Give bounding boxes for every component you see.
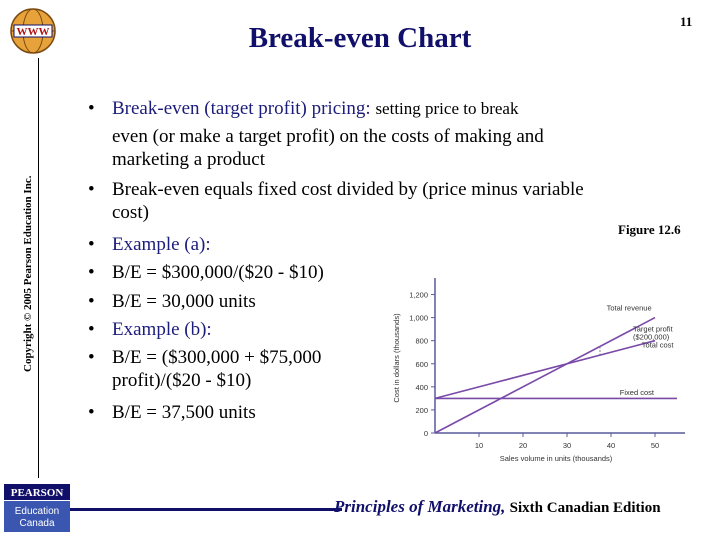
x-axis-title: Sales volume in units (thousands)	[500, 454, 613, 463]
y-tick-label: 800	[415, 337, 428, 346]
y-axis-title: Cost in dollars (thousands)	[392, 313, 401, 403]
bullet-dot: •	[88, 319, 95, 340]
bullet-text: even (or make a target profit) on the co…	[112, 126, 544, 147]
y-tick-label: 600	[415, 360, 428, 369]
bullet-text: Example (b):	[112, 319, 212, 340]
bullet-text: B/E = 30,000 units	[112, 291, 256, 312]
bullet-text: B/E = $300,000/($20 - $10)	[112, 262, 324, 283]
book-edition: Sixth Canadian Edition	[509, 500, 661, 516]
bullet-text: setting price to break	[375, 99, 519, 118]
bullet-text: profit)/($20 - $10)	[112, 370, 252, 391]
fixed-cost-label: Fixed cost	[620, 388, 655, 397]
bullet-lead: Break-even (target profit) pricing:	[112, 98, 371, 119]
globe-logo: WWW	[10, 8, 56, 54]
target-profit-amount: ($200,000)	[633, 333, 670, 342]
pearson-logo-line-2: Canada	[19, 518, 54, 529]
bullet-text: Break-even equals fixed cost divided by …	[112, 179, 584, 200]
bullet-dot: •	[88, 291, 95, 312]
total-revenue-label: Total revenue	[607, 304, 652, 313]
slide-title: Break-even Chart	[248, 22, 472, 54]
left-divider	[38, 58, 39, 478]
bullet-dot: •	[88, 402, 95, 423]
total-cost-line	[434, 339, 656, 400]
target-profit-label: Target profit	[633, 324, 674, 333]
copyright-notice: Copyright © 2005 Pearson Education Inc.	[22, 175, 34, 372]
pearson-logo-top: PEARSON	[11, 487, 64, 499]
y-tick-label: 1,200	[409, 291, 428, 300]
pearson-logo-line-1: Education	[15, 506, 59, 517]
page-number: 11	[680, 14, 693, 29]
x-tick-label: 40	[607, 441, 615, 450]
y-tick-label: 400	[415, 383, 428, 392]
bullet-dot: •	[88, 347, 95, 368]
x-tick-label: 20	[519, 441, 527, 450]
x-tick-label: 10	[475, 441, 483, 450]
y-tick-label: 0	[424, 429, 428, 438]
bullet-dot: •	[88, 179, 95, 200]
y-tick-label: 200	[415, 406, 428, 415]
figure-label: Figure 12.6	[618, 222, 681, 237]
footer-rule	[70, 508, 342, 511]
pearson-logo: PEARSON Education Canada	[4, 484, 70, 532]
footer-citation: Principles of Marketing, Sixth Canadian …	[334, 497, 661, 517]
x-tick-label: 30	[563, 441, 571, 450]
bullet-dot: •	[88, 98, 95, 119]
bullet-text: Example (a):	[112, 234, 211, 255]
bullet-text: marketing a product	[112, 149, 266, 170]
x-tick-label: 50	[651, 441, 659, 450]
break-even-chart: 0 200 400 600 800 1,000 1,200 10 20 30 40 50 Total r…	[392, 278, 685, 463]
bullet-dot: •	[88, 234, 95, 255]
logo-text: WWW	[17, 26, 50, 38]
bullet-text: B/E = 37,500 units	[112, 402, 256, 423]
y-tick-label: 1,000	[409, 314, 428, 323]
bullet-text: cost)	[112, 202, 149, 223]
book-title: Principles of Marketing,	[334, 497, 506, 516]
total-cost-label: Total cost	[642, 341, 675, 350]
bullet-text: B/E = ($300,000 + $75,000	[112, 347, 322, 368]
bullet-dot: •	[88, 262, 95, 283]
total-revenue-line	[434, 316, 656, 434]
